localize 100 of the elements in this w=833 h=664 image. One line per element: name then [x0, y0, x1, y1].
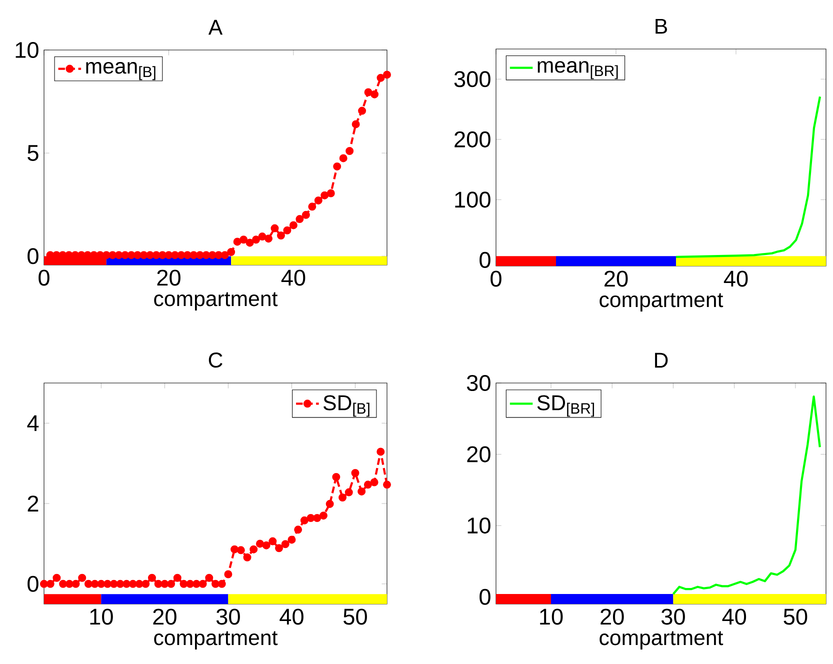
chart-title: D [655, 352, 668, 368]
point [346, 146, 354, 155]
x-tick-label: 30 [661, 608, 685, 625]
y-tick-label: 200 [454, 131, 490, 148]
point [376, 448, 385, 456]
point [344, 488, 353, 496]
x-tick-label: 20 [157, 270, 180, 286]
x-axis-title: compartment [154, 631, 278, 650]
point [283, 226, 292, 234]
point [333, 162, 342, 170]
point [121, 251, 130, 260]
point [288, 536, 296, 544]
x-tick-label: 20 [600, 608, 624, 625]
point [84, 580, 92, 588]
point [364, 480, 372, 489]
point [183, 251, 192, 260]
point [352, 120, 360, 128]
y-tick-label: 300 [454, 71, 490, 88]
point [72, 580, 80, 588]
point [218, 580, 226, 588]
y-tick-label: 30 [466, 374, 490, 392]
point [233, 238, 242, 246]
point [108, 251, 117, 260]
point [296, 215, 304, 224]
point [214, 251, 223, 260]
point [59, 580, 68, 588]
point [358, 106, 366, 115]
point [382, 480, 391, 489]
point [122, 580, 131, 588]
x-tick-label: 20 [604, 270, 628, 287]
x-tick-label: 40 [722, 608, 746, 625]
point [152, 251, 160, 260]
point [376, 74, 385, 82]
point [224, 570, 232, 578]
point [142, 580, 150, 588]
point [177, 251, 186, 260]
point [314, 196, 322, 204]
point [211, 580, 220, 588]
point [258, 232, 266, 241]
x-tick-label: 0 [490, 270, 502, 287]
point [300, 516, 308, 524]
x-tick-label: 10 [540, 608, 563, 625]
y-tick-label: 0 [28, 248, 38, 264]
point [370, 90, 379, 98]
point [104, 580, 112, 588]
point [306, 514, 315, 522]
legend-label: mean$_{[B]}$ [86, 62, 156, 80]
point [52, 574, 61, 582]
point [358, 487, 366, 496]
point [208, 251, 216, 260]
chart-title: A [208, 20, 223, 35]
point [281, 540, 290, 548]
point [320, 191, 329, 200]
chart-title: B [656, 18, 667, 34]
point [90, 580, 99, 588]
x-tick-label: 50 [344, 608, 367, 625]
legend-label: SD$_{[BR]}$ [537, 395, 594, 417]
point [40, 580, 48, 588]
point [127, 251, 136, 260]
point [262, 541, 270, 550]
y-tick-label: 2 [28, 496, 38, 512]
point [164, 251, 173, 260]
point [102, 251, 110, 260]
point [364, 88, 372, 96]
point [186, 580, 194, 588]
point [270, 224, 279, 232]
y-tick-label: 20 [467, 446, 490, 462]
point [313, 514, 322, 522]
point [240, 236, 248, 244]
point [116, 580, 124, 588]
y-tick-label: 5 [28, 145, 38, 161]
point [196, 251, 204, 260]
point [294, 526, 302, 534]
point [158, 251, 166, 260]
point [308, 202, 316, 211]
point [173, 574, 182, 582]
point [46, 580, 54, 588]
point [326, 189, 335, 198]
point [140, 251, 148, 260]
x-tick-label: 10 [90, 608, 113, 625]
point [170, 251, 179, 260]
x-axis-title: compartment [600, 293, 724, 312]
point [97, 580, 106, 588]
point [252, 236, 260, 244]
point [220, 251, 229, 260]
y-tick-label: 0 [480, 252, 490, 268]
point [268, 537, 277, 546]
point [230, 545, 239, 554]
point [134, 251, 142, 260]
legend-label: SD$_{[B]}$ [324, 395, 370, 417]
y-tick-label: 10 [468, 518, 490, 534]
point [198, 580, 207, 588]
x-tick-label: 40 [281, 270, 306, 286]
point [264, 234, 273, 243]
point [190, 251, 198, 260]
point [256, 540, 264, 548]
x-tick-label: 20 [153, 608, 176, 625]
y-tick-label: 0 [480, 588, 490, 605]
x-tick-label: 50 [784, 608, 808, 625]
point [110, 580, 118, 588]
